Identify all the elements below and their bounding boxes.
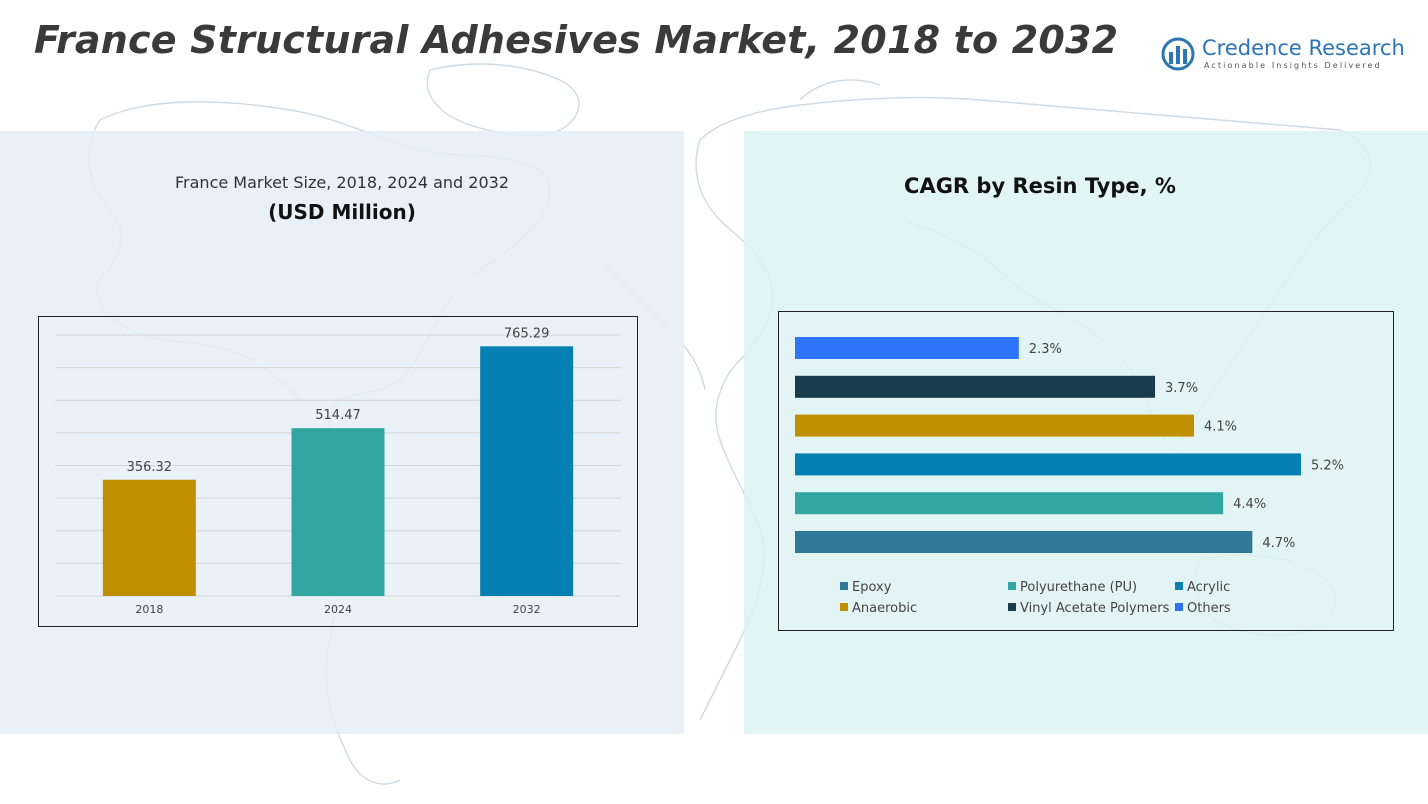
hbar-vinyl-acetate-polymers xyxy=(795,375,1156,398)
legend-label: Acrylic xyxy=(1187,580,1231,595)
hbar-value-label: 4.7% xyxy=(1262,536,1295,551)
hbar-value-label: 3.7% xyxy=(1165,381,1198,396)
legend-swatch xyxy=(840,582,848,590)
x-tick-label: 2032 xyxy=(513,603,541,616)
bar-2018 xyxy=(102,479,196,596)
bar-2032 xyxy=(480,346,574,596)
legend-label: Vinyl Acetate Polymers xyxy=(1020,601,1170,616)
cagr-chart-title: CAGR by Resin Type, % xyxy=(904,174,1176,198)
hbar-value-label: 4.1% xyxy=(1204,420,1237,435)
cagr-chart: 2.3% 3.7% 4.1% 5.2% 4.4% 4.7% xyxy=(778,311,1394,631)
logo-icon xyxy=(1161,37,1195,71)
legend-label: Epoxy xyxy=(852,580,892,595)
market-size-chart-svg: 356.32 2018 514.47 2024 765.29 2032 xyxy=(55,326,621,616)
hbar-value-label: 5.2% xyxy=(1311,458,1344,473)
legend-swatch xyxy=(1175,582,1183,590)
market-size-chart-title: France Market Size, 2018, 2024 and 2032 xyxy=(175,173,509,192)
cagr-legend: Epoxy Polyurethane (PU) Acrylic Anaerobi… xyxy=(838,580,1278,622)
legend-item-polyurethane: Polyurethane (PU) xyxy=(1008,580,1137,595)
bar-2024 xyxy=(291,428,385,596)
hbar-value-label: 2.3% xyxy=(1029,342,1062,357)
legend-swatch xyxy=(1008,603,1016,611)
bar-value-label: 514.47 xyxy=(315,408,361,423)
legend-swatch xyxy=(1008,582,1016,590)
hbar-acrylic xyxy=(795,453,1301,476)
hbar-value-label: 4.4% xyxy=(1233,497,1266,512)
x-tick-label: 2018 xyxy=(135,603,163,616)
legend-item-epoxy: Epoxy xyxy=(840,580,891,595)
bar-value-label: 765.29 xyxy=(504,326,550,341)
legend-item-acrylic: Acrylic xyxy=(1175,580,1230,595)
legend-label: Polyurethane (PU) xyxy=(1020,580,1138,595)
legend-item-anaerobic: Anaerobic xyxy=(840,601,917,616)
page-title: France Structural Adhesives Market, 2018… xyxy=(34,18,1119,62)
legend-label: Anaerobic xyxy=(852,601,918,616)
legend-item-vinyl-acetate: Vinyl Acetate Polymers xyxy=(1008,601,1169,616)
cagr-chart-svg: 2.3% 3.7% 4.1% 5.2% 4.4% 4.7% xyxy=(795,337,1344,553)
hbar-polyurethane-pu- xyxy=(795,492,1224,515)
credence-research-logo: Credence Research Actionable Insights De… xyxy=(1160,36,1405,76)
bar-value-label: 356.32 xyxy=(127,460,173,475)
legend-item-others: Others xyxy=(1175,601,1231,616)
legend-swatch xyxy=(840,603,848,611)
x-tick-label: 2024 xyxy=(324,603,352,616)
logo-name: Credence Research xyxy=(1202,36,1405,60)
market-size-chart: 356.32 2018 514.47 2024 765.29 2032 xyxy=(38,316,638,627)
legend-label: Others xyxy=(1187,601,1231,616)
hbar-others xyxy=(795,337,1019,359)
market-size-chart-unit: (USD Million) xyxy=(268,200,416,224)
legend-swatch xyxy=(1175,603,1183,611)
hbar-anaerobic xyxy=(795,414,1194,437)
logo-tagline: Actionable Insights Delivered xyxy=(1204,61,1382,70)
hbar-epoxy xyxy=(795,531,1253,553)
